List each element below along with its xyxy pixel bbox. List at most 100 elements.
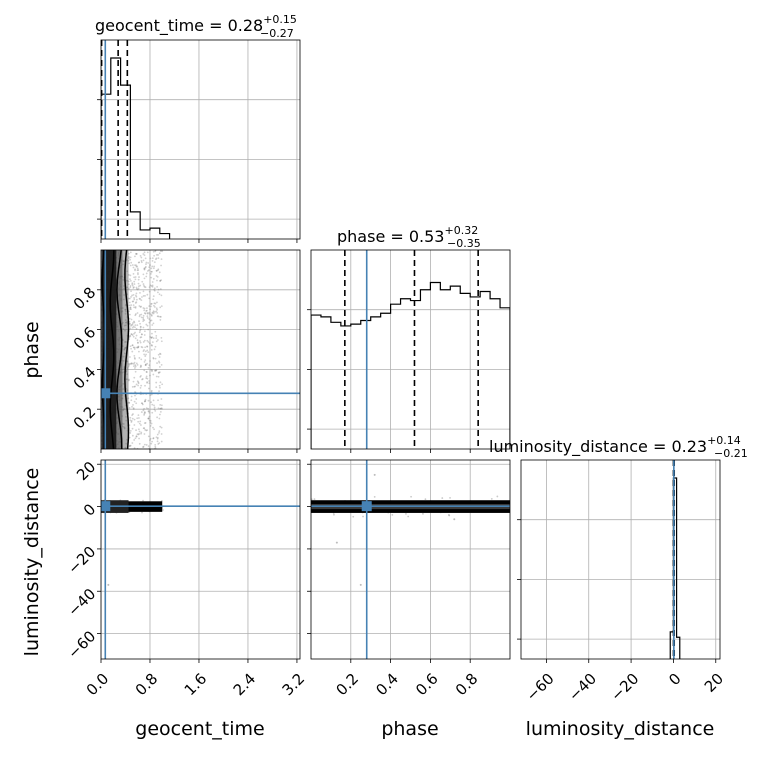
scatter-point — [146, 362, 149, 365]
scatter-point — [138, 437, 140, 440]
scatter-point — [131, 334, 134, 337]
scatter-point — [137, 269, 140, 271]
scatter-point — [132, 294, 135, 296]
scatter-point — [136, 269, 139, 272]
scatter-point — [143, 407, 145, 410]
truth-marker — [361, 501, 372, 512]
scatter-point — [146, 381, 149, 383]
scatter-point — [149, 319, 152, 322]
scatter-point — [155, 257, 158, 260]
scatter-point — [131, 405, 133, 408]
scatter-point — [140, 316, 143, 319]
scatter-point — [150, 422, 153, 425]
scatter-point — [129, 279, 132, 282]
scatter-point — [152, 437, 155, 439]
scatter-point — [132, 272, 135, 275]
scatter-point — [154, 250, 157, 253]
scatter-point — [134, 294, 137, 297]
scatter-point — [132, 325, 135, 328]
scatter-point — [405, 512, 407, 515]
scatter-point — [137, 414, 140, 417]
scatter-point — [129, 335, 132, 337]
scatter-point — [148, 290, 151, 293]
scatter-point — [159, 413, 161, 416]
scatter-point — [128, 436, 131, 439]
scatter-point — [134, 264, 136, 267]
scatter-point — [142, 295, 145, 297]
scatter-point — [137, 282, 140, 285]
density-panel-phase-luminosity_distance — [311, 460, 510, 659]
scatter-point — [144, 359, 147, 362]
scatter-point — [143, 312, 146, 314]
scatter-point — [155, 369, 158, 371]
scatter-point — [133, 283, 136, 285]
scatter-point — [145, 272, 148, 275]
scatter-point — [144, 294, 146, 297]
scatter-point — [146, 381, 148, 384]
density-panel-geocent_time-phase — [101, 250, 300, 449]
scatter-point — [130, 261, 133, 264]
scatter-point — [148, 305, 151, 307]
scatter-point — [333, 513, 335, 516]
title-phase-main: phase = 0.53 — [337, 227, 444, 246]
scatter-point — [142, 326, 145, 329]
scatter-point — [139, 314, 141, 316]
scatter-point — [146, 315, 149, 318]
panel-frame — [520, 459, 721, 660]
scatter-point — [128, 310, 130, 313]
scatter-point — [134, 305, 137, 308]
x-tick-label: 0.8 — [452, 670, 482, 700]
scatter-point — [146, 429, 149, 432]
scatter-point — [129, 306, 132, 309]
scatter-point — [146, 309, 148, 312]
scatter-point — [143, 251, 146, 254]
scatter-point — [152, 250, 155, 253]
scatter-point — [136, 341, 139, 344]
scatter-point — [129, 286, 132, 289]
scatter-point — [129, 444, 131, 447]
scatter-point — [129, 308, 131, 310]
scatter-point — [151, 403, 154, 406]
scatter-point — [134, 385, 136, 388]
scatter-point — [136, 267, 139, 270]
scatter-point — [135, 435, 138, 438]
scatter-point — [125, 419, 128, 422]
scatter-point — [138, 422, 141, 425]
scatter-point — [156, 285, 159, 288]
scatter-point — [138, 315, 141, 318]
scatter-point — [131, 284, 134, 287]
scatter-point — [156, 339, 159, 341]
scatter-point — [128, 401, 130, 404]
scatter-point — [134, 276, 137, 278]
scatter-point — [125, 341, 127, 343]
scatter-point — [139, 328, 142, 331]
scatter-point — [143, 267, 146, 270]
scatter-point — [148, 411, 151, 414]
scatter-point — [122, 260, 125, 263]
scatter-point — [131, 283, 134, 286]
scatter-point — [156, 437, 159, 440]
scatter-point — [141, 346, 144, 349]
scatter-point — [139, 340, 141, 342]
scatter-point — [155, 386, 158, 389]
scatter-point — [133, 418, 136, 421]
scatter-point — [145, 444, 148, 446]
scatter-point — [140, 384, 143, 387]
scatter-point — [157, 353, 160, 356]
scatter-point — [159, 403, 162, 406]
scatter-point — [130, 333, 133, 336]
scatter-point — [151, 270, 153, 273]
scatter-point — [127, 397, 130, 400]
scatter-point — [441, 497, 444, 499]
histogram-geocent_time — [101, 57, 171, 239]
scatter-point — [153, 348, 156, 351]
scatter-point — [144, 266, 147, 269]
scatter-point — [150, 303, 153, 305]
scatter-point — [159, 425, 162, 428]
scatter-point — [132, 287, 135, 289]
scatter-point — [148, 342, 151, 345]
scatter-point — [156, 311, 159, 314]
scatter-point — [157, 375, 160, 378]
scatter-point — [154, 369, 156, 372]
scatter-point — [139, 306, 142, 308]
